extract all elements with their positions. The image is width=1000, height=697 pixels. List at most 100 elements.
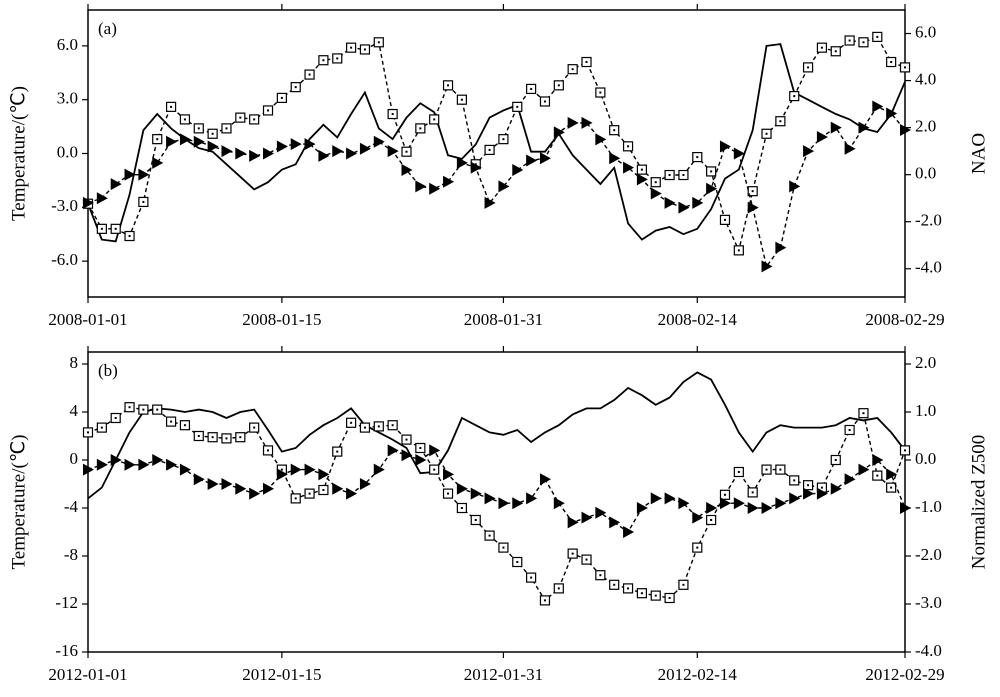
square-marker [706, 166, 717, 177]
square-marker [581, 56, 592, 68]
y-tick-label: 6.0 [57, 35, 78, 54]
square-marker [124, 230, 135, 242]
triangle-marker [359, 142, 371, 155]
square-dot [447, 84, 450, 87]
x-tick-label: 2008-01-15 [242, 310, 321, 329]
square-dot [668, 597, 671, 599]
triangle-marker [373, 463, 385, 476]
square-dot [779, 468, 782, 471]
triangle-marker [761, 260, 773, 273]
x-tick-label: 2012-01-15 [242, 665, 321, 684]
square-dot [599, 91, 602, 94]
triangle-marker [470, 487, 482, 500]
square-dot [350, 46, 353, 49]
square-marker [124, 402, 135, 413]
square-marker [249, 114, 260, 125]
square-dot [820, 46, 823, 49]
triangle-marker [318, 149, 330, 162]
square-dot [419, 127, 422, 130]
square-marker [830, 454, 841, 466]
x-tick-label: 2012-02-29 [865, 665, 944, 684]
y-tick-label: 3.0 [57, 89, 78, 108]
square-marker [872, 31, 883, 43]
square-dot [530, 576, 533, 579]
square-dot [488, 148, 491, 151]
triangle-marker [83, 196, 94, 209]
square-marker [747, 487, 758, 498]
square-marker [858, 408, 869, 419]
square-dot [308, 73, 311, 76]
square-dot [211, 132, 214, 135]
square-dot [267, 109, 270, 112]
square-dot [502, 138, 505, 141]
triangle-marker [193, 135, 205, 148]
triangle-marker [124, 168, 136, 181]
triangle-marker [359, 478, 371, 490]
triangle-marker [484, 196, 496, 209]
triangle-marker [872, 100, 884, 113]
triangle-marker [595, 133, 607, 146]
panel-label: (a) [98, 19, 117, 38]
square-marker [207, 128, 218, 139]
square-dot [377, 425, 380, 428]
square-dot [239, 116, 242, 119]
triangle-marker [816, 487, 828, 500]
square-marker [595, 87, 606, 98]
square-marker [484, 144, 495, 156]
triangle-marker [512, 497, 524, 510]
square-dot [890, 486, 893, 489]
square-marker [761, 464, 772, 475]
triangle-marker [152, 454, 164, 466]
square-dot [433, 468, 436, 471]
square-dot [696, 156, 699, 159]
square-marker [401, 146, 412, 157]
square-dot [114, 227, 117, 230]
triangle-marker [221, 478, 233, 490]
triangle-marker [96, 458, 108, 471]
square-dot [696, 546, 699, 549]
square-marker [152, 404, 163, 415]
square-marker [359, 422, 371, 433]
triangle-marker [152, 156, 164, 169]
square-marker [304, 488, 315, 499]
triangle-marker [803, 487, 815, 500]
square-dot [613, 583, 616, 586]
y2-axis-title: NAO [968, 133, 989, 174]
triangle-marker [678, 497, 690, 510]
square-marker [415, 442, 426, 454]
square-dot [294, 497, 297, 500]
triangle-marker [650, 187, 662, 200]
y2-tick-label: 4.0 [915, 69, 936, 88]
triangle-marker [193, 473, 205, 486]
triangle-marker [747, 502, 759, 514]
square-dot [156, 408, 159, 411]
triangle-marker [719, 140, 731, 153]
square-dot [834, 50, 837, 53]
x-tick-label: 2008-01-31 [464, 310, 543, 329]
square-marker [581, 554, 592, 565]
triangle-marker [609, 152, 621, 165]
triangle-marker [678, 201, 690, 214]
triangle-marker [484, 492, 496, 505]
square-marker [110, 412, 121, 424]
triangle-marker [747, 201, 759, 214]
square-dot [391, 113, 394, 116]
square-marker [539, 96, 551, 107]
square-marker [636, 164, 647, 175]
square-marker [332, 446, 343, 457]
square-dot [668, 174, 671, 177]
triangle-marker [539, 473, 551, 486]
y-tick-label: 0 [70, 449, 79, 468]
triangle-marker [886, 468, 898, 481]
square-dot [322, 59, 325, 62]
triangle-marker [830, 121, 842, 134]
series-line [87, 36, 906, 253]
y-tick-label: -16 [55, 641, 78, 660]
square-marker [82, 427, 94, 438]
triangle-marker [207, 140, 219, 153]
square-marker [886, 482, 897, 493]
square-marker [761, 128, 772, 139]
square-dot [308, 492, 311, 495]
square-marker [359, 44, 371, 55]
